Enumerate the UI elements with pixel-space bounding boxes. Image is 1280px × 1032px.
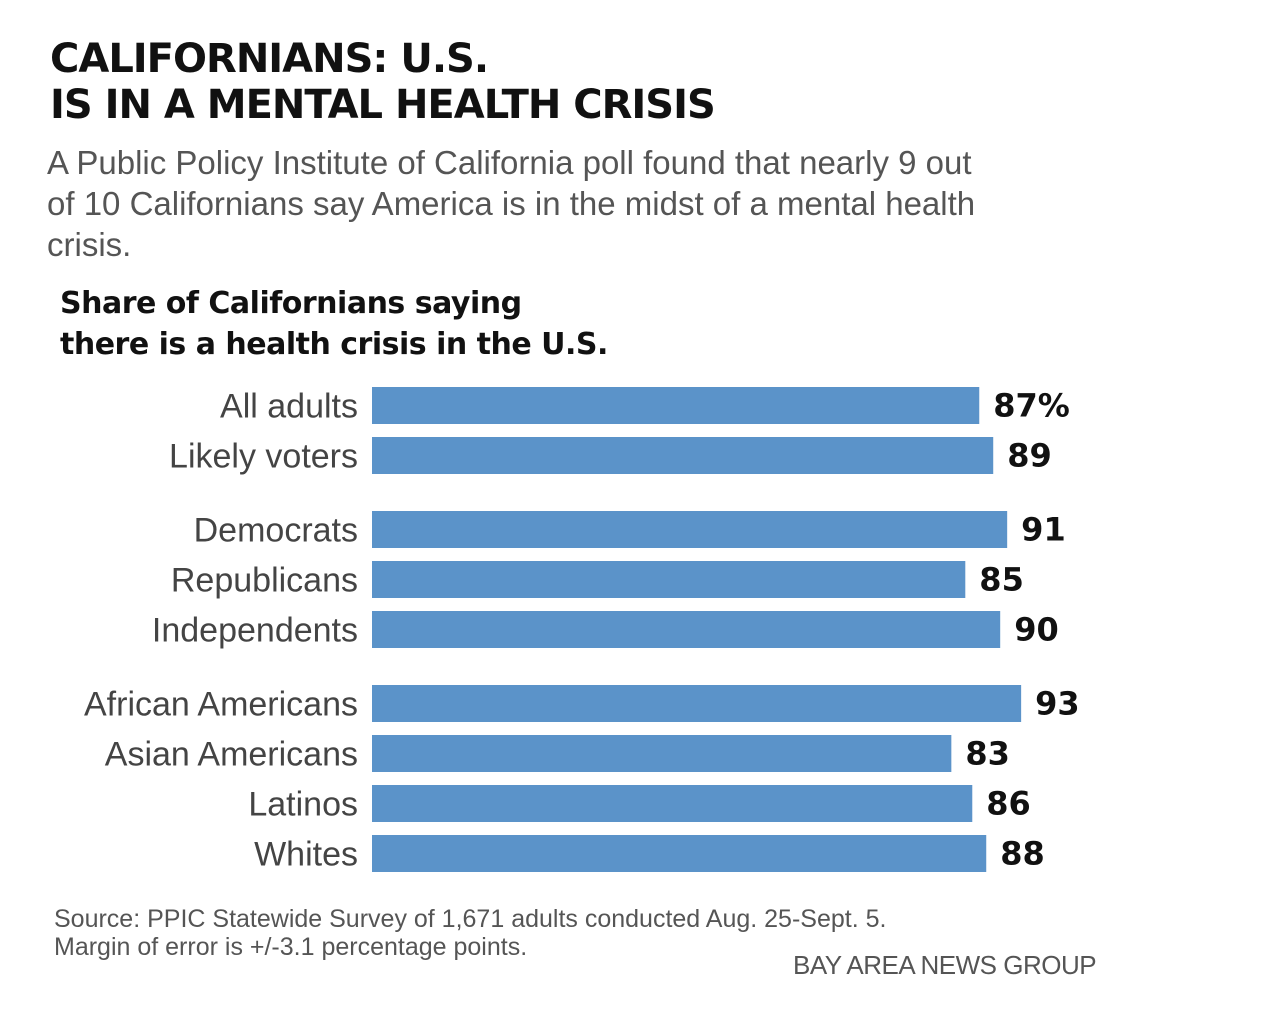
bar-chart: All adults 87% Likely voters 89 Democrats 91 R…	[84, 387, 1080, 874]
value-label-latinos: 86	[986, 785, 1031, 823]
category-label-independents: Independents	[152, 612, 358, 650]
category-label-democrats: Democrats	[194, 512, 358, 550]
bar-latinos	[372, 785, 973, 822]
bar-whites	[372, 835, 987, 872]
value-label-likely-voters: 89	[1007, 437, 1052, 475]
source-note: Source: PPIC Statewide Survey of 1,671 a…	[54, 905, 886, 961]
credit-line: BAY AREA NEWS GROUP	[793, 950, 1097, 980]
bar-likely-voters	[372, 437, 994, 474]
category-label-likely-voters: Likely voters	[169, 438, 358, 476]
value-label-asian-americans: 83	[965, 735, 1010, 773]
bar-independents	[372, 611, 1001, 648]
chart-headline: CALIFORNIANS: U.S. IS IN A MENTAL HEALTH…	[50, 36, 716, 128]
category-label-african-americans: African Americans	[84, 686, 358, 724]
headline-line-1: CALIFORNIANS: U.S.	[50, 36, 489, 82]
headline-line-2: IS IN A MENTAL HEALTH CRISIS	[50, 82, 716, 128]
bar-democrats	[372, 511, 1008, 548]
category-label-all-adults: All adults	[220, 388, 358, 426]
bar-african-americans	[372, 685, 1022, 722]
bar-all-adults	[372, 387, 980, 424]
source-line-2: Margin of error is +/-3.1 percentage poi…	[54, 933, 528, 961]
value-label-whites: 88	[1000, 835, 1045, 873]
chart-title-line-1: Share of Californians saying	[60, 286, 522, 321]
source-line-1: Source: PPIC Statewide Survey of 1,671 a…	[54, 905, 887, 933]
value-label-democrats: 91	[1021, 511, 1066, 549]
value-label-all-adults: 87%	[993, 387, 1070, 425]
bar-asian-americans	[372, 735, 952, 772]
category-label-asian-americans: Asian Americans	[105, 736, 358, 774]
category-label-whites: Whites	[254, 836, 358, 874]
bar-republicans	[372, 561, 966, 598]
category-label-republicans: Republicans	[171, 562, 358, 600]
chart-title-line-2: there is a health crisis in the U.S.	[60, 327, 608, 362]
chart-description: A Public Policy Institute of California …	[47, 144, 976, 263]
category-label-latinos: Latinos	[248, 786, 358, 824]
value-label-republicans: 85	[979, 561, 1024, 599]
chart-title: Share of Californians saying there is a …	[60, 283, 608, 365]
value-label-african-americans: 93	[1035, 685, 1080, 723]
value-label-independents: 90	[1014, 611, 1059, 649]
